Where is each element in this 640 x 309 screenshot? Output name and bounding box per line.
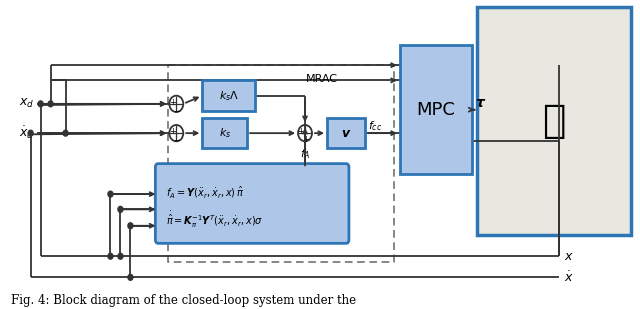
Text: $\dot{x}_d$: $\dot{x}_d$: [19, 125, 34, 142]
Text: $k_s$: $k_s$: [218, 126, 231, 140]
Text: $\boldsymbol{\tau}$: $\boldsymbol{\tau}$: [475, 96, 486, 110]
Bar: [168, 65, 394, 262]
Bar: [400, 45, 472, 174]
Text: $k_s\Lambda$: $k_s\Lambda$: [218, 89, 239, 103]
Text: $-$: $-$: [173, 134, 181, 143]
FancyBboxPatch shape: [156, 164, 349, 243]
Circle shape: [38, 101, 43, 107]
Text: $\dot{\hat{\pi}} = \boldsymbol{K}_\pi^{-1}\boldsymbol{Y}^T(\ddot{x}_r, \dot{x}_r: $\dot{\hat{\pi}} = \boldsymbol{K}_\pi^{-…: [166, 209, 264, 230]
Text: $\boldsymbol{v}$: $\boldsymbol{v}$: [340, 127, 351, 140]
Bar: [477, 6, 631, 235]
Circle shape: [63, 130, 68, 136]
Text: MPC: MPC: [416, 101, 455, 119]
Text: +: +: [298, 128, 305, 137]
Bar: [202, 80, 255, 111]
Text: $x$: $x$: [564, 250, 574, 263]
Text: Fig. 4: Block diagram of the closed-loop system under the: Fig. 4: Block diagram of the closed-loop…: [11, 294, 356, 307]
Text: MRAC: MRAC: [306, 74, 338, 84]
Text: $f_A = \boldsymbol{Y}(\ddot{x}_r, \dot{x}_r, x)\,\hat{\pi}$: $f_A = \boldsymbol{Y}(\ddot{x}_r, \dot{x…: [166, 185, 244, 201]
Text: $-$: $-$: [173, 105, 181, 114]
Circle shape: [118, 206, 123, 212]
Bar: [327, 118, 365, 148]
Text: +: +: [169, 128, 176, 137]
Text: $\dot{x}$: $\dot{x}$: [564, 270, 574, 285]
Circle shape: [48, 101, 53, 107]
Text: $x_d$: $x_d$: [19, 97, 34, 110]
Circle shape: [128, 223, 133, 229]
Text: 🤖: 🤖: [542, 102, 566, 140]
Circle shape: [108, 191, 113, 197]
Circle shape: [118, 253, 123, 259]
Circle shape: [108, 253, 113, 259]
Circle shape: [28, 130, 33, 136]
Text: $f_{cc}$: $f_{cc}$: [368, 119, 382, 133]
Text: $f_A$: $f_A$: [300, 147, 310, 161]
Text: +: +: [169, 98, 176, 107]
Bar: [202, 118, 247, 148]
Circle shape: [128, 274, 133, 280]
Text: +: +: [303, 134, 310, 143]
